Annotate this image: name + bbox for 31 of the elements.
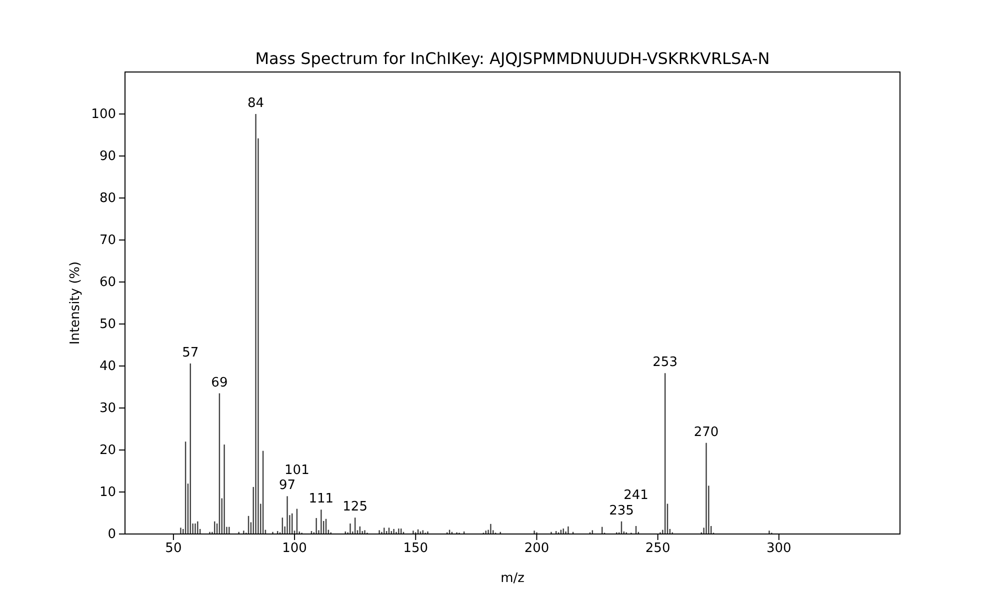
chart-title: Mass Spectrum for InChIKey: AJQJSPMMDNUUDH-VSKRKVRLSA-N	[255, 49, 770, 68]
y-tick-label: 50	[99, 317, 116, 332]
y-tick-label: 0	[108, 527, 116, 542]
x-tick-label: 300	[766, 541, 792, 556]
y-tick-label: 10	[99, 485, 116, 500]
x-tick-label: 250	[645, 541, 670, 556]
annotation: 69	[211, 375, 228, 390]
y-tick-label: 30	[99, 401, 116, 416]
y-tick-label: 40	[99, 359, 116, 374]
annotation: 101	[284, 462, 310, 478]
annotation: 57	[182, 345, 199, 360]
x-tick-label: 100	[282, 541, 307, 556]
annotation: 84	[248, 96, 264, 111]
annotation: 241	[624, 488, 648, 504]
annotation: 270	[694, 424, 719, 440]
x-tick-label: 50	[165, 541, 182, 556]
y-tick-label: 100	[91, 107, 116, 122]
x-tick-label: 150	[403, 541, 428, 556]
annotation: 235	[609, 503, 634, 518]
annotation: 253	[652, 355, 678, 370]
y-tick-label: 60	[99, 275, 116, 290]
y-tick-label: 20	[99, 443, 116, 458]
annotation: 125	[342, 500, 368, 515]
y-tick-label: 80	[99, 191, 116, 206]
annotation: 111	[308, 492, 334, 507]
x-axis-title: m/z	[500, 571, 525, 586]
annotation: 97	[278, 478, 296, 494]
y-axis-title: Intensity (%)	[68, 261, 83, 345]
x-tick-label: 200	[524, 541, 550, 556]
y-tick-label: 70	[99, 233, 116, 248]
y-tick-label: 90	[99, 149, 116, 164]
